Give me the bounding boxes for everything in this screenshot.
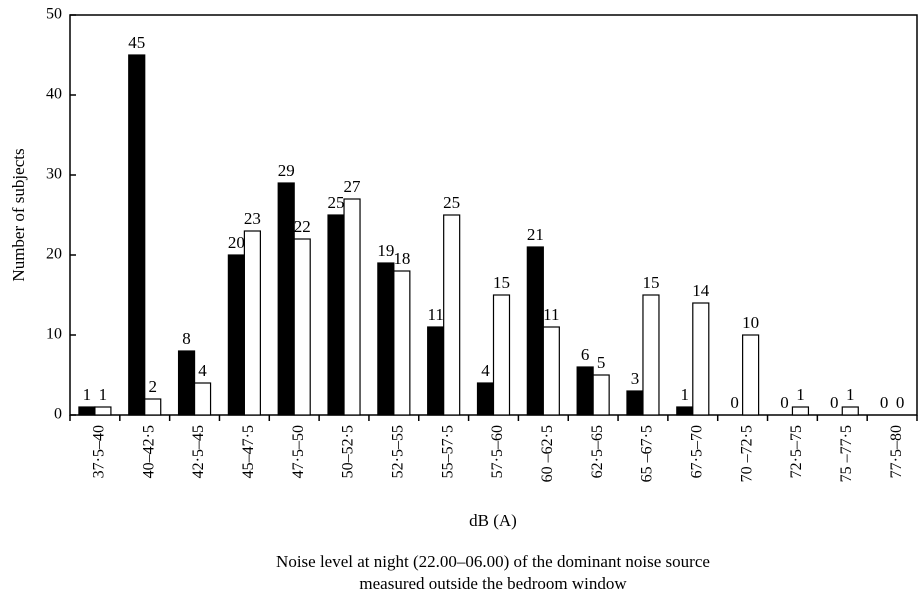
data-label: 22 [294, 217, 311, 236]
y-tick-label: 20 [46, 246, 62, 263]
x-tick-label: 40–42·5 [140, 425, 157, 478]
data-label: 15 [493, 273, 510, 292]
data-label: 4 [481, 361, 490, 380]
data-label: 25 [443, 193, 460, 212]
y-tick-label: 10 [46, 326, 62, 343]
data-label: 5 [597, 353, 606, 372]
bar [841, 406, 859, 416]
bar [393, 270, 411, 416]
x-tick-label: 72·5–75 [788, 425, 805, 478]
bar [626, 390, 644, 416]
bar [492, 294, 511, 416]
data-label: 2 [148, 377, 157, 396]
data-label: 8 [182, 329, 191, 348]
x-tick-label: 57·5–60 [489, 425, 506, 478]
bar [277, 182, 295, 416]
x-tick-label: 42·5–45 [190, 425, 207, 478]
y-tick-label: 0 [54, 406, 62, 423]
bar [742, 334, 760, 416]
x-axis-label: dB (A) [469, 511, 517, 530]
y-tick-label: 50 [46, 6, 62, 23]
x-tick-label: 55–57·5 [439, 425, 456, 478]
x-tick-label: 67·5–70 [688, 425, 705, 478]
caption: Noise level at night (22.00–06.00) of th… [276, 552, 710, 571]
data-label: 18 [393, 249, 410, 268]
bar [542, 326, 560, 416]
bar [243, 230, 261, 416]
x-tick-label: 47·5–50 [290, 425, 307, 478]
data-label: 25 [328, 193, 345, 212]
data-label: 10 [742, 313, 759, 332]
data-label: 3 [631, 369, 640, 388]
data-label: 11 [543, 305, 559, 324]
data-label: 21 [527, 225, 544, 244]
bar [592, 374, 610, 416]
data-label: 0 [896, 393, 905, 412]
bar [128, 54, 146, 416]
data-label: 1 [846, 385, 855, 404]
bar [443, 214, 461, 416]
bar [343, 198, 361, 416]
data-label: 1 [796, 385, 805, 404]
data-label: 6 [581, 345, 590, 364]
data-label: 11 [427, 305, 443, 324]
x-tick-label: 52·5–55 [390, 425, 407, 478]
bar [144, 398, 162, 416]
x-tick-label: 65 –67·5 [639, 425, 656, 482]
bar [94, 406, 112, 416]
y-tick-label: 40 [46, 86, 62, 103]
data-label: 1 [83, 385, 92, 404]
bar [78, 406, 96, 416]
x-tick-label: 77·5–80 [888, 425, 905, 478]
data-label: 27 [344, 177, 362, 196]
bar [327, 214, 345, 416]
x-tick-label: 60 –62·5 [539, 425, 556, 482]
x-tick-label: 37·5–40 [91, 425, 108, 478]
data-label: 45 [128, 33, 145, 52]
data-label: 0 [830, 393, 839, 412]
data-label: 20 [228, 233, 245, 252]
x-tick-label: 45–47·5 [240, 425, 257, 478]
data-label: 15 [642, 273, 659, 292]
caption: measured outside the bedroom window [359, 574, 627, 593]
bar [377, 262, 395, 416]
bar [193, 382, 212, 416]
bar [293, 238, 311, 416]
bar [576, 366, 594, 416]
bar [227, 254, 245, 416]
data-label: 19 [377, 241, 394, 260]
bar [642, 294, 660, 416]
bar [791, 406, 810, 416]
data-label: 0 [730, 393, 739, 412]
x-tick-label: 50–52·5 [340, 425, 357, 478]
data-label: 29 [278, 161, 295, 180]
data-label: 0 [780, 393, 789, 412]
x-tick-label: 62·5–65 [589, 425, 606, 478]
bar [177, 350, 196, 416]
y-tick-label: 30 [46, 166, 62, 183]
bar [692, 302, 710, 416]
bar [526, 246, 544, 416]
bar [427, 326, 445, 416]
y-axis-label: Number of subjects [9, 148, 28, 281]
bar [676, 406, 694, 416]
data-label: 1 [99, 385, 108, 404]
data-label: 23 [244, 209, 261, 228]
data-label: 0 [880, 393, 889, 412]
x-tick-label: 70 –72·5 [738, 425, 755, 482]
data-label: 14 [692, 281, 710, 300]
bar [476, 382, 495, 416]
x-tick-label: 75 –77·5 [838, 425, 855, 482]
data-label: 4 [198, 361, 207, 380]
data-label: 1 [681, 385, 690, 404]
